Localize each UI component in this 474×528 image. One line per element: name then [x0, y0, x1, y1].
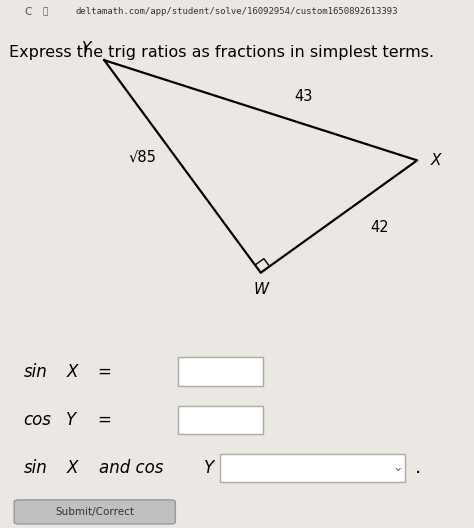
Text: 🔒: 🔒	[43, 7, 48, 16]
Text: Express the trig ratios as fractions in simplest terms.: Express the trig ratios as fractions in …	[9, 45, 435, 60]
Text: √85: √85	[128, 150, 156, 165]
Text: sin: sin	[24, 459, 47, 477]
Text: and cos: and cos	[99, 459, 163, 477]
Text: cos: cos	[24, 411, 52, 429]
FancyBboxPatch shape	[178, 406, 263, 433]
Text: Y: Y	[66, 411, 76, 429]
Text: sin: sin	[24, 363, 47, 381]
Text: X: X	[66, 459, 78, 477]
Text: C: C	[25, 7, 32, 17]
Text: =: =	[97, 411, 111, 429]
Text: deltamath.com/app/student/solve/16092954/custom1650892613393: deltamath.com/app/student/solve/16092954…	[76, 7, 398, 16]
FancyBboxPatch shape	[14, 500, 175, 524]
Text: W: W	[253, 282, 268, 297]
Text: 42: 42	[370, 220, 389, 234]
Text: X: X	[431, 153, 441, 168]
FancyBboxPatch shape	[220, 454, 405, 482]
Text: ⌄: ⌄	[393, 461, 403, 474]
FancyBboxPatch shape	[178, 357, 263, 385]
Text: .: .	[415, 458, 421, 477]
Text: Y: Y	[204, 459, 214, 477]
Text: Y: Y	[81, 41, 90, 55]
Text: Submit/Correct: Submit/Correct	[55, 506, 134, 516]
Text: 43: 43	[294, 89, 312, 104]
Text: X: X	[66, 363, 78, 381]
Text: =: =	[97, 363, 111, 381]
